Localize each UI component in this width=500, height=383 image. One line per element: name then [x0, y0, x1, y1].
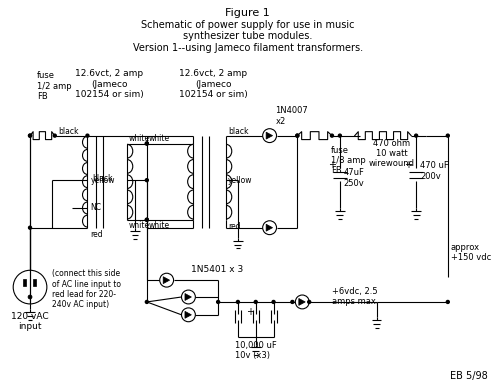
Text: (connect this side
of AC line input to
red lead for 220-
240v AC input): (connect this side of AC line input to r… — [52, 269, 121, 309]
Text: 470 ohm
10 watt
wirewound: 470 ohm 10 watt wirewound — [368, 139, 414, 169]
Bar — [33, 279, 36, 286]
Circle shape — [28, 226, 32, 229]
Circle shape — [182, 308, 196, 322]
Text: fuse
1/2 amp
FB: fuse 1/2 amp FB — [37, 71, 72, 101]
Circle shape — [338, 134, 342, 137]
Text: black: black — [92, 174, 113, 183]
Text: 47uF
250v: 47uF 250v — [344, 168, 364, 188]
Circle shape — [28, 134, 32, 137]
Circle shape — [146, 142, 148, 145]
Bar — [23, 279, 26, 286]
Text: yellow: yellow — [90, 176, 115, 185]
Circle shape — [446, 300, 450, 303]
Polygon shape — [185, 293, 192, 300]
Circle shape — [308, 300, 310, 303]
Circle shape — [296, 134, 299, 137]
Text: 470 uF
200v: 470 uF 200v — [420, 161, 449, 181]
Text: Schematic of power supply for use in music
synthesizer tube modules.
Version 1--: Schematic of power supply for use in mus… — [133, 20, 363, 53]
Text: approx
+150 vdc: approx +150 vdc — [451, 243, 491, 262]
Circle shape — [414, 134, 418, 137]
Circle shape — [272, 300, 275, 303]
Text: black: black — [58, 127, 78, 136]
Polygon shape — [299, 298, 305, 305]
Circle shape — [146, 218, 148, 221]
Text: 10,000 uF
10v (x3): 10,000 uF 10v (x3) — [235, 340, 277, 360]
Circle shape — [236, 300, 240, 303]
Circle shape — [262, 221, 276, 235]
Text: yellow: yellow — [228, 176, 252, 185]
Text: white: white — [149, 134, 170, 142]
Circle shape — [262, 129, 276, 142]
Circle shape — [296, 295, 309, 309]
Circle shape — [146, 179, 148, 182]
Circle shape — [146, 300, 148, 303]
Circle shape — [446, 134, 450, 137]
Text: red: red — [228, 222, 240, 231]
Text: black: black — [228, 127, 248, 136]
Text: 12.6vct, 2 amp
(Jameco
102154 or sim): 12.6vct, 2 amp (Jameco 102154 or sim) — [179, 69, 248, 99]
Circle shape — [146, 142, 148, 145]
Circle shape — [86, 134, 89, 137]
Text: white: white — [129, 221, 150, 230]
Text: white: white — [149, 221, 170, 230]
Circle shape — [54, 134, 56, 137]
Circle shape — [330, 134, 334, 137]
Circle shape — [216, 300, 220, 303]
Circle shape — [160, 273, 173, 287]
Text: white: white — [129, 134, 150, 142]
Text: 12.6vct, 2 amp
(Jameco
102154 or sim): 12.6vct, 2 amp (Jameco 102154 or sim) — [75, 69, 144, 99]
Polygon shape — [163, 277, 170, 284]
Circle shape — [146, 218, 148, 221]
Text: +: + — [328, 160, 336, 170]
Text: +: + — [246, 307, 254, 317]
Polygon shape — [185, 311, 192, 318]
Circle shape — [13, 270, 47, 304]
Text: 1N5401 x 3: 1N5401 x 3 — [192, 265, 244, 274]
Circle shape — [182, 290, 196, 304]
Circle shape — [296, 134, 299, 137]
Polygon shape — [266, 224, 272, 231]
Text: +: + — [404, 160, 412, 170]
Circle shape — [28, 134, 32, 137]
Circle shape — [28, 295, 32, 299]
Text: NC: NC — [90, 203, 102, 213]
Text: Figure 1: Figure 1 — [226, 8, 270, 18]
Text: 1N4007
x2: 1N4007 x2 — [276, 106, 308, 126]
Text: +6vdc, 2.5
amps max.: +6vdc, 2.5 amps max. — [332, 287, 378, 306]
Text: red: red — [90, 230, 103, 239]
Polygon shape — [266, 132, 272, 139]
Text: 120 vAC
input: 120 vAC input — [11, 312, 49, 331]
Circle shape — [291, 300, 294, 303]
Circle shape — [254, 300, 257, 303]
Text: fuse
1/8 amp
FB: fuse 1/8 amp FB — [331, 146, 366, 175]
Text: EB 5/98: EB 5/98 — [450, 371, 488, 381]
